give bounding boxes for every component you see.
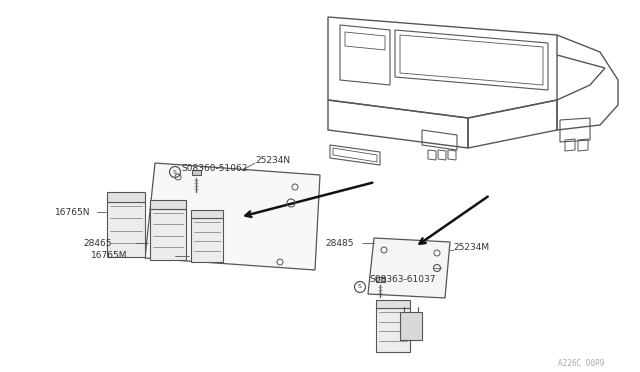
Text: 16765N: 16765N	[55, 208, 90, 217]
Polygon shape	[145, 163, 320, 270]
Text: 16765M: 16765M	[91, 251, 127, 260]
Text: 28485: 28485	[325, 238, 353, 247]
Text: 25234N: 25234N	[255, 155, 290, 164]
Text: S: S	[173, 170, 177, 174]
Polygon shape	[191, 218, 223, 262]
Polygon shape	[376, 300, 410, 308]
Text: S08363-61037: S08363-61037	[369, 276, 435, 285]
Polygon shape	[376, 308, 410, 352]
Polygon shape	[376, 277, 385, 282]
Polygon shape	[400, 312, 422, 340]
Polygon shape	[191, 210, 223, 218]
Polygon shape	[368, 238, 450, 298]
Text: 28465: 28465	[83, 238, 111, 247]
Text: A226C 00P9: A226C 00P9	[558, 359, 604, 368]
Polygon shape	[150, 200, 186, 209]
Text: S: S	[358, 285, 362, 289]
Polygon shape	[192, 170, 201, 175]
Text: S08360-51062: S08360-51062	[181, 164, 248, 173]
Text: 25234M: 25234M	[453, 244, 489, 253]
Polygon shape	[150, 209, 186, 260]
Polygon shape	[107, 202, 145, 257]
Polygon shape	[107, 192, 145, 202]
